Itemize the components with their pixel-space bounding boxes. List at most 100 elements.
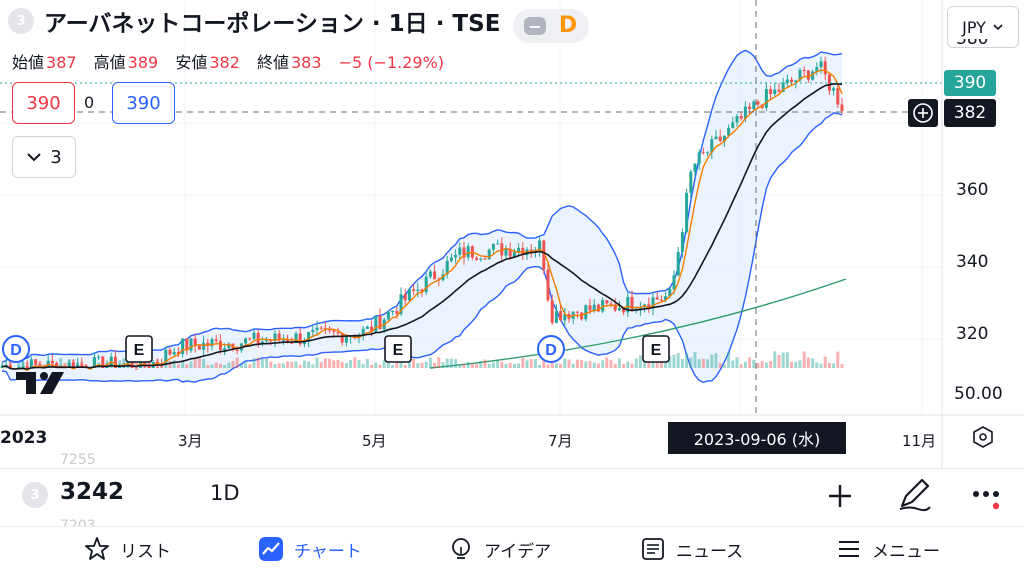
reset-chart-icon[interactable] [970, 424, 996, 450]
volume-bar [819, 363, 823, 368]
volume-bar [714, 353, 718, 368]
interval-selector[interactable]: 1D [210, 481, 240, 505]
volume-bar [567, 359, 571, 368]
sell-button[interactable]: 390 [12, 82, 75, 124]
candle-body [176, 351, 180, 354]
candle-body [554, 311, 558, 323]
candle-body [706, 152, 710, 154]
volume-bar [760, 361, 764, 368]
candle-body [113, 356, 117, 368]
candle-body [550, 300, 554, 323]
volume-bar [588, 360, 592, 368]
candle-body [269, 340, 273, 342]
volume-bar [521, 358, 525, 368]
candle-body [311, 330, 315, 333]
volume-bar [706, 359, 710, 368]
candle-body [67, 362, 71, 368]
volume-bar [790, 361, 794, 368]
candle-body [546, 269, 550, 301]
volume-bar [340, 361, 344, 368]
volume-bar [739, 364, 743, 368]
symbol-title[interactable]: アーバネットコーポレーション · 1日 · TSE [44, 11, 501, 37]
spread-value: 0 [84, 93, 95, 112]
candle-body [71, 362, 75, 368]
candle-body [25, 366, 29, 368]
candle-body [344, 336, 348, 343]
volume-bar [491, 362, 495, 368]
candle-body [248, 338, 252, 340]
symbol-code[interactable]: 3242 [60, 479, 125, 505]
chevron-down-icon [993, 24, 1003, 31]
candle-body [458, 247, 462, 255]
time-axis-label: 2023 [0, 428, 48, 448]
price-chart[interactable]: D D E E E [0, 0, 1024, 468]
volume-bar [840, 364, 844, 368]
last-price-tag: 390 [944, 70, 996, 96]
volume-bar [710, 354, 714, 368]
candle-body [197, 345, 201, 350]
nav-chart[interactable]: チャート [258, 532, 362, 566]
volume-bar [286, 361, 290, 368]
candle-body [34, 359, 38, 365]
volume-bar [596, 363, 600, 368]
volume-bar [382, 360, 386, 368]
candle-body [8, 365, 12, 368]
nav-ideas[interactable]: アイデア [448, 532, 551, 566]
price-axis-label-partial: 380 [956, 39, 989, 49]
nav-menu[interactable]: メニュー [836, 532, 940, 566]
plus-icon[interactable] [826, 482, 854, 510]
candle-body [500, 243, 504, 256]
volume-bar [193, 358, 197, 368]
symbol-logo-badge: 3 [22, 482, 48, 508]
candle-body [92, 357, 96, 368]
volume-bar [403, 364, 407, 368]
candle-body [118, 366, 122, 368]
candle-body [785, 79, 789, 83]
star-icon [85, 537, 109, 560]
volume-bar [634, 358, 638, 368]
price-axis-label: 340 [956, 252, 989, 272]
candle-body [80, 364, 84, 366]
volume-bar [487, 363, 491, 368]
earnings-marker [125, 335, 153, 363]
candle-body [655, 297, 659, 300]
volume-bar [470, 362, 474, 368]
volume-bar [529, 359, 533, 368]
volume-bar [399, 357, 403, 368]
drawing-pen-icon[interactable] [896, 476, 932, 512]
volume-bar [298, 364, 302, 368]
more-options-icon[interactable] [966, 484, 1006, 512]
candle-body [210, 339, 214, 347]
indicators-toggle-button[interactable]: 3 [12, 136, 76, 178]
volume-bar [231, 361, 235, 368]
nav-news[interactable]: ニュース [640, 532, 743, 566]
candle-body [302, 341, 306, 345]
candle-body [832, 88, 836, 91]
volume-bar [701, 358, 705, 368]
candle-body [273, 333, 277, 341]
candle-body [420, 289, 424, 293]
buy-button[interactable]: 390 [112, 82, 175, 124]
volume-bar [315, 357, 319, 368]
candle-body [307, 332, 311, 342]
volume-bar [353, 357, 357, 368]
candle-body [147, 365, 151, 368]
low-value: 382 [209, 53, 240, 72]
candle-body [323, 328, 327, 330]
candle-body [781, 82, 785, 92]
volume-bar [189, 361, 193, 368]
candle-body [185, 338, 189, 351]
candle-body [710, 139, 714, 153]
currency-select[interactable]: JPY [947, 6, 1019, 48]
candle-body [17, 367, 21, 369]
candle-body [701, 152, 705, 154]
volume-bar [395, 359, 399, 368]
volume-bar [504, 363, 508, 368]
volume-bar [407, 360, 411, 368]
add-order-button[interactable] [908, 99, 938, 127]
volume-bar [496, 360, 500, 368]
volume-bar [181, 361, 185, 368]
nav-list[interactable]: リスト [84, 532, 171, 566]
candle-body [592, 304, 596, 311]
plus-circle-icon [913, 103, 933, 123]
